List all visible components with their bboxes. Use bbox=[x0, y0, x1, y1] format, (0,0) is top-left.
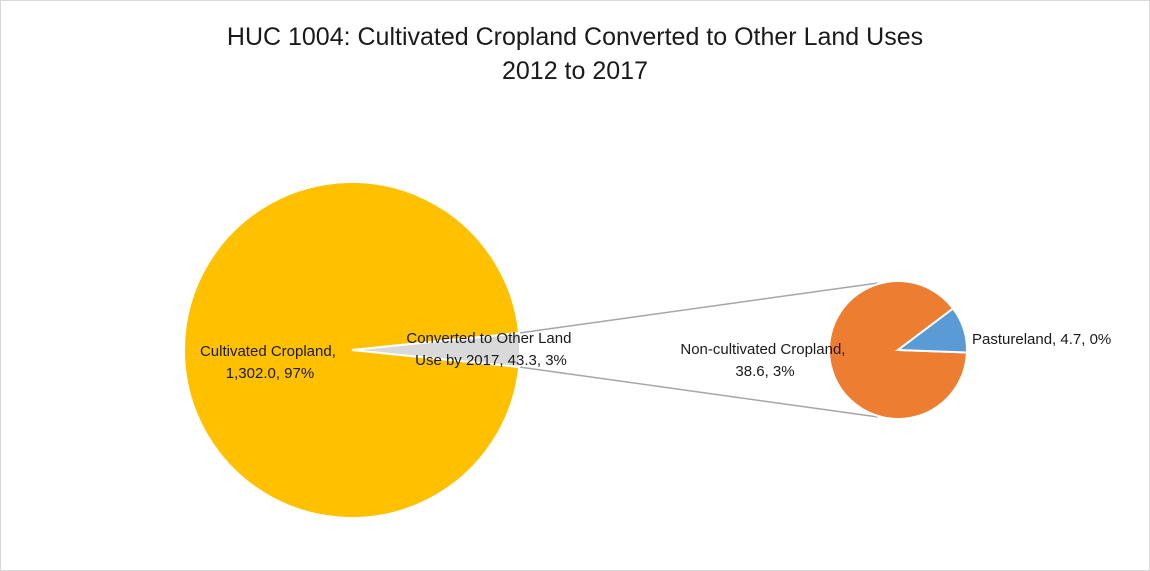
slice-pastureland bbox=[895, 307, 968, 354]
label-converted-other-land-line1: Converted to Other Land bbox=[406, 330, 571, 347]
primary-pie bbox=[183, 181, 521, 519]
label-non-cultivated-cropland-line2: 38.6, 3% bbox=[735, 363, 794, 380]
label-cultivated-cropland-line2: 1,302.0, 97% bbox=[226, 365, 314, 382]
label-cultivated-cropland: Cultivated Cropland, 1,302.0, 97% bbox=[200, 343, 340, 382]
secondary-pie bbox=[827, 280, 968, 420]
label-cultivated-cropland-line1: Cultivated Cropland, bbox=[200, 343, 336, 360]
connector-line-bottom bbox=[519, 366, 879, 418]
slice-cultivated-cropland bbox=[183, 181, 521, 519]
chart-title-block: HUC 1004: Cultivated Cropland Converted … bbox=[0, 20, 1150, 88]
label-non-cultivated-cropland-line1: Non-cultivated Cropland, bbox=[680, 341, 845, 358]
chart-subtitle: 2012 to 2017 bbox=[502, 57, 648, 85]
label-pastureland-line1: Pastureland, 4.7, 0% bbox=[972, 331, 1111, 348]
chart-title: HUC 1004: Cultivated Cropland Converted … bbox=[226, 23, 924, 51]
label-converted-other-land: Converted to Other Land Use by 2017, 43.… bbox=[406, 330, 575, 369]
label-non-cultivated-cropland: Non-cultivated Cropland, 38.6, 3% bbox=[680, 341, 849, 380]
connector-lines bbox=[519, 282, 879, 418]
connector-line-top bbox=[519, 282, 879, 334]
slice-converted-to-other-land bbox=[351, 331, 521, 369]
label-converted-other-land-line2: Use by 2017, 43.3, 3% bbox=[415, 352, 567, 369]
label-pastureland: Pastureland, 4.7, 0% bbox=[972, 331, 1111, 348]
